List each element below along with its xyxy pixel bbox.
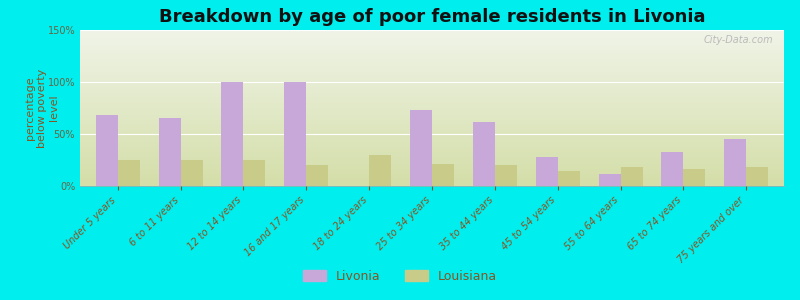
Bar <box>306 165 328 186</box>
Legend: Livonia, Louisiana: Livonia, Louisiana <box>298 265 502 288</box>
Bar <box>598 173 621 186</box>
Bar <box>558 171 580 186</box>
Bar <box>243 160 266 186</box>
Bar <box>621 167 642 186</box>
Bar <box>724 139 746 186</box>
Bar <box>158 118 181 186</box>
Bar <box>284 82 306 186</box>
Bar <box>222 82 243 186</box>
Bar <box>96 115 118 186</box>
Bar <box>746 167 768 186</box>
Bar <box>410 110 432 186</box>
Title: Breakdown by age of poor female residents in Livonia: Breakdown by age of poor female resident… <box>158 8 706 26</box>
Bar <box>473 122 495 186</box>
Bar <box>662 152 683 186</box>
Bar <box>369 155 391 186</box>
Bar <box>536 157 558 186</box>
Bar <box>683 169 706 186</box>
Bar <box>118 160 140 186</box>
Bar <box>181 160 202 186</box>
Bar <box>495 165 517 186</box>
Bar <box>432 164 454 186</box>
Text: City-Data.com: City-Data.com <box>704 35 774 45</box>
Y-axis label: percentage
below poverty
level: percentage below poverty level <box>26 68 58 148</box>
